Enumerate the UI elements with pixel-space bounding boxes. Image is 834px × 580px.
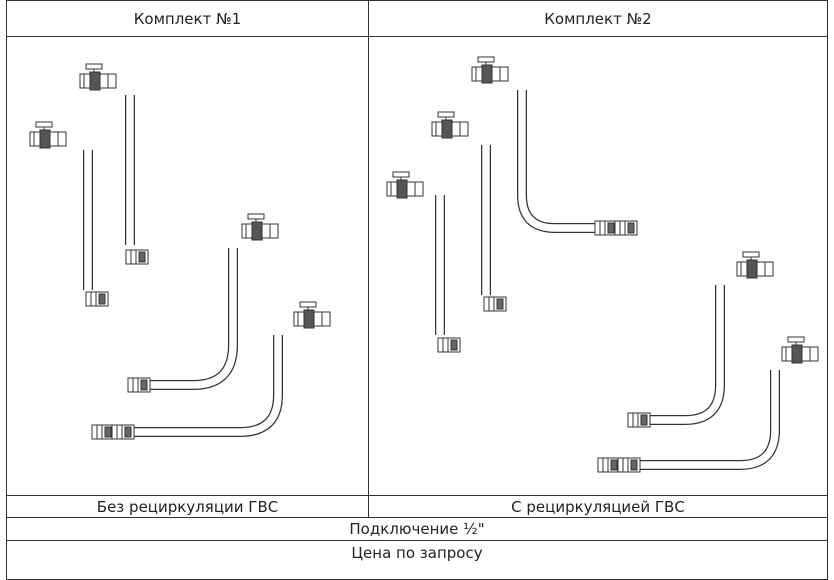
kit-2 xyxy=(386,56,819,473)
header-cell: Комплект №1 xyxy=(6,0,369,37)
caption-cell: С рециркуляцией ГВС xyxy=(368,495,828,518)
row-cell: Подключение ½" xyxy=(6,517,828,541)
kit-1 xyxy=(29,63,331,440)
image-cell xyxy=(6,36,369,496)
